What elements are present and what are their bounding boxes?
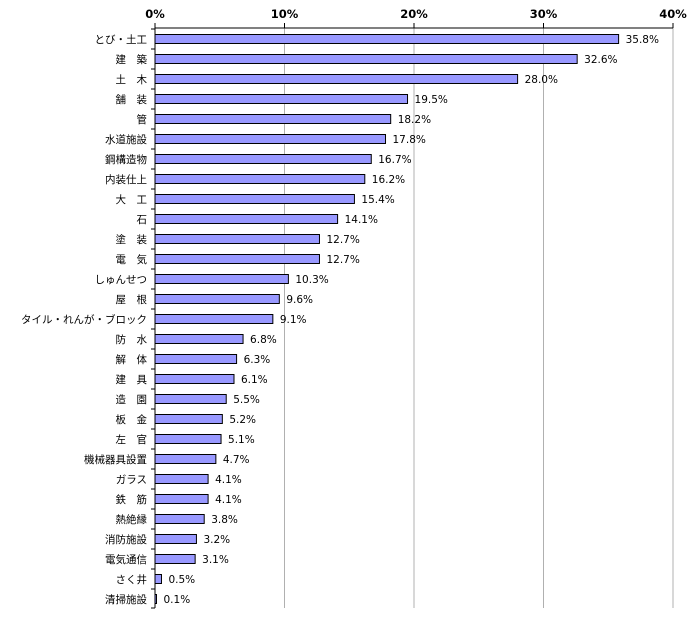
bar [154, 474, 209, 484]
category-label: 造 園 [116, 393, 148, 406]
bar [154, 114, 392, 124]
bar [154, 274, 289, 284]
bar [154, 414, 223, 424]
x-tick-label: 10% [271, 7, 299, 21]
category-label: 電 気 [116, 253, 148, 266]
category-label: 大 工 [116, 193, 148, 206]
category-label: 建 築 [116, 53, 148, 66]
category-label: 内装仕上 [105, 173, 147, 186]
data-label: 5.2% [229, 414, 256, 426]
category-label: タイル・れんが・ブロック [21, 313, 147, 326]
bar [154, 94, 409, 104]
category-label: 解 体 [116, 353, 148, 366]
category-label: しゅんせつ [95, 274, 148, 286]
data-label: 5.5% [233, 394, 260, 406]
bar [154, 534, 197, 544]
bar [154, 174, 366, 184]
category-label: 屋 根 [116, 293, 148, 306]
x-tick-label: 30% [530, 7, 558, 21]
data-label: 6.3% [244, 354, 271, 366]
bar [154, 374, 235, 384]
bar [154, 394, 227, 404]
category-label: 石 [137, 214, 148, 226]
data-label: 19.5% [415, 94, 448, 106]
data-label: 35.8% [626, 34, 659, 46]
data-label: 14.1% [345, 214, 378, 226]
category-label: 機械器具設置 [84, 453, 147, 466]
data-label: 6.1% [241, 374, 268, 386]
category-label: 鉄 筋 [116, 493, 148, 506]
bar [154, 574, 162, 584]
category-label: 左 官 [116, 433, 148, 446]
bar [154, 494, 209, 504]
bar [154, 54, 578, 64]
category-label: 舗 装 [116, 93, 148, 106]
category-label: 電気通信 [105, 553, 147, 566]
bar [154, 314, 274, 324]
category-label: 清掃施設 [105, 593, 147, 606]
category-label: 消防施設 [105, 533, 147, 546]
data-label: 3.1% [202, 554, 229, 566]
data-label: 0.1% [164, 594, 191, 606]
category-label: 熱絶縁 [116, 513, 148, 526]
category-label: 鋼構造物 [105, 153, 147, 166]
data-label: 16.2% [372, 174, 405, 186]
x-tick-label: 20% [400, 7, 428, 21]
bar [154, 194, 355, 204]
x-tick-label: 0% [145, 7, 165, 21]
data-label: 9.1% [280, 314, 307, 326]
category-label: 板 金 [116, 413, 148, 426]
category-label: 塗 装 [116, 233, 148, 246]
data-label: 4.1% [215, 474, 242, 486]
data-label: 28.0% [525, 74, 558, 86]
bar [154, 334, 244, 344]
data-label: 16.7% [378, 154, 411, 166]
bar [154, 74, 519, 84]
bar [154, 354, 238, 364]
data-label: 5.1% [228, 434, 255, 446]
bar [154, 454, 217, 464]
category-label: ガラス [116, 474, 147, 486]
bar [154, 154, 372, 164]
category-label: 管 [137, 113, 148, 126]
category-label: 防 水 [116, 333, 148, 346]
bar [154, 134, 387, 144]
data-label: 12.7% [326, 234, 359, 246]
category-label: さく井 [116, 573, 148, 586]
data-label: 9.6% [286, 294, 313, 306]
data-label: 15.4% [361, 194, 394, 206]
bar [154, 294, 280, 304]
data-label: 18.2% [398, 114, 431, 126]
data-label: 10.3% [295, 274, 328, 286]
bar [154, 554, 196, 564]
data-label: 6.8% [250, 334, 277, 346]
data-label: 0.5% [168, 574, 195, 586]
x-tick-label: 40% [659, 7, 687, 21]
category-label: 土 木 [116, 73, 148, 86]
bar [154, 234, 320, 244]
bar [154, 254, 320, 264]
data-label: 4.7% [223, 454, 250, 466]
bar [154, 514, 205, 524]
bar [154, 214, 339, 224]
bar [154, 594, 157, 604]
data-label: 17.8% [393, 134, 426, 146]
data-label: 4.1% [215, 494, 242, 506]
category-label: とび・土工 [95, 33, 148, 46]
bar [154, 34, 620, 44]
category-label: 水道施設 [105, 133, 147, 146]
bar [154, 434, 222, 444]
data-label: 12.7% [326, 254, 359, 266]
data-label: 32.6% [584, 54, 617, 66]
category-label: 建 具 [116, 373, 148, 386]
data-label: 3.2% [203, 534, 230, 546]
data-label: 3.8% [211, 514, 238, 526]
